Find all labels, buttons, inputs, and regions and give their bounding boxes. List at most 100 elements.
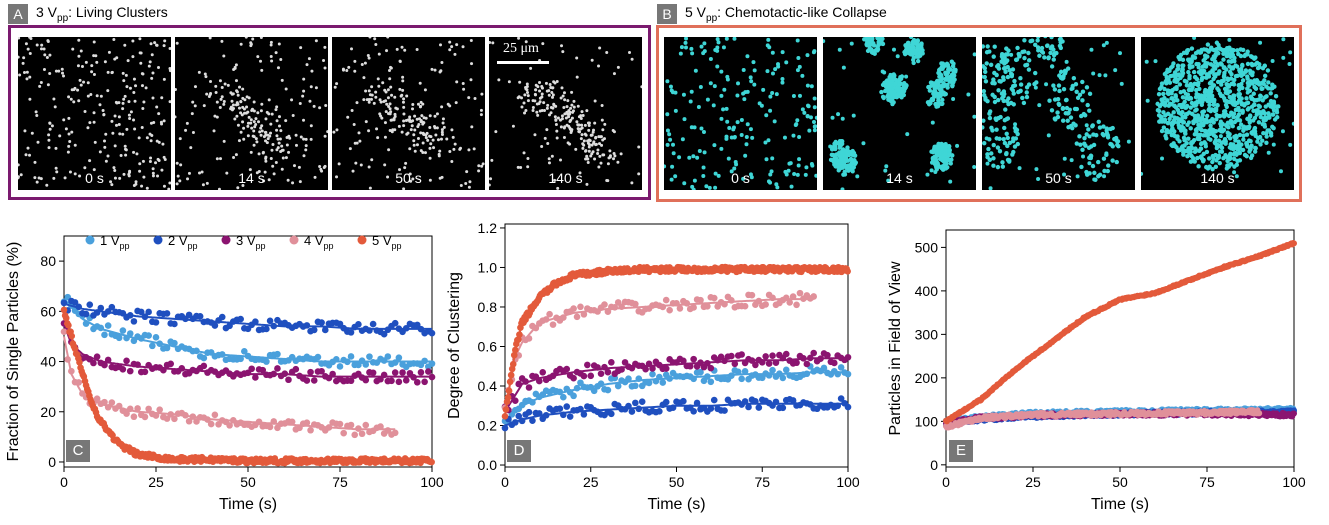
panel-b-letter: B [657, 4, 677, 24]
data-point [662, 296, 670, 304]
x-tick-label: 50 [1112, 474, 1128, 490]
data-point [134, 405, 141, 412]
data-point [638, 398, 646, 405]
data-point [130, 413, 138, 421]
series-2-vpp [60, 297, 436, 338]
plot-frame [945, 229, 1295, 468]
data-point [340, 429, 347, 437]
y-tick-label: 0 [48, 454, 56, 470]
data-point [614, 382, 622, 390]
data-point [141, 368, 149, 376]
data-point [285, 376, 292, 384]
data-point [310, 377, 318, 384]
micrograph-tile: 50 s [332, 37, 485, 190]
x-tick-label: 0 [942, 474, 950, 490]
scale-bar [497, 61, 549, 64]
series-1-vpp [60, 293, 436, 371]
data-point [584, 361, 591, 369]
data-point [303, 322, 311, 329]
data-point [71, 299, 79, 306]
legend-marker [357, 235, 367, 245]
data-point [171, 320, 178, 328]
data-point [546, 310, 553, 318]
y-tick-label: 200 [915, 370, 939, 386]
panel-a-title: 3 Vpp: Living Clusters [36, 4, 168, 24]
data-point [152, 319, 160, 326]
data-point [573, 313, 581, 321]
chart-panel-e: 0 25 50 75 100 0 100 200 300 400 500 Time (s) Partic… [887, 229, 1306, 513]
data-point [632, 300, 639, 308]
data-point [608, 359, 615, 366]
data-point [659, 379, 667, 386]
data-point [830, 359, 838, 367]
y-tick-label: 400 [915, 283, 939, 299]
x-tick-label: 75 [754, 474, 770, 490]
data-point [119, 366, 127, 373]
data-point [336, 320, 344, 328]
data-point [604, 368, 612, 376]
data-point [145, 405, 152, 413]
y-tick-label: 40 [40, 354, 56, 370]
data-point [755, 404, 763, 411]
series-3-vpp [501, 349, 852, 414]
data-point [745, 403, 752, 411]
data-point [662, 365, 670, 372]
data-point [625, 375, 632, 382]
data-point [837, 395, 845, 402]
data-point [539, 368, 547, 376]
y-tick-label: 1.0 [478, 259, 498, 275]
data-point [421, 378, 428, 386]
data-point [141, 413, 149, 421]
data-point [101, 361, 108, 369]
y-tick-label: 0.0 [478, 457, 498, 473]
data-point [126, 330, 134, 337]
data-point [377, 423, 384, 430]
data-point [779, 374, 787, 382]
data-point [310, 326, 318, 334]
data-point [274, 365, 281, 372]
legend-marker [85, 235, 95, 245]
panel-d-badge: D [507, 440, 531, 462]
data-point [252, 374, 259, 381]
time-label: 140 s [1200, 170, 1235, 186]
data-point [837, 364, 845, 371]
micrograph-tile: 14 s [823, 37, 976, 190]
data-point [86, 301, 94, 308]
data-point [525, 384, 533, 391]
data-point [769, 352, 776, 359]
data-point [748, 291, 756, 299]
data-point [765, 360, 773, 367]
data-point [318, 319, 325, 326]
data-point [248, 365, 255, 373]
panel-e-badge: E [949, 440, 973, 462]
data-point [307, 368, 314, 376]
data-point [597, 370, 605, 377]
data-point [90, 359, 97, 367]
data-point [347, 353, 355, 360]
series-4-vpp [501, 289, 817, 411]
series-5-vpp [60, 306, 435, 467]
data-point [362, 421, 370, 429]
data-point [529, 417, 536, 424]
data-point [525, 408, 533, 416]
time-label: 140 s [548, 170, 583, 186]
data-point [119, 327, 127, 334]
data-point [649, 370, 656, 378]
x-tick-label: 0 [60, 474, 68, 490]
data-point [697, 296, 704, 304]
time-label: 14 s [238, 170, 265, 186]
data-point [347, 377, 355, 385]
x-tick-label: 50 [240, 474, 256, 490]
data-point [226, 322, 233, 330]
data-point [82, 310, 90, 318]
y-tick-label: 0 [930, 457, 938, 473]
data-point [796, 289, 804, 297]
data-point [549, 321, 557, 328]
x-tick-label: 25 [148, 474, 164, 490]
data-point [307, 426, 314, 434]
data-point [152, 334, 160, 341]
y-tick-label: 100 [915, 413, 939, 429]
fit-line [63, 311, 432, 462]
data-point [710, 396, 718, 404]
data-point [417, 369, 425, 376]
